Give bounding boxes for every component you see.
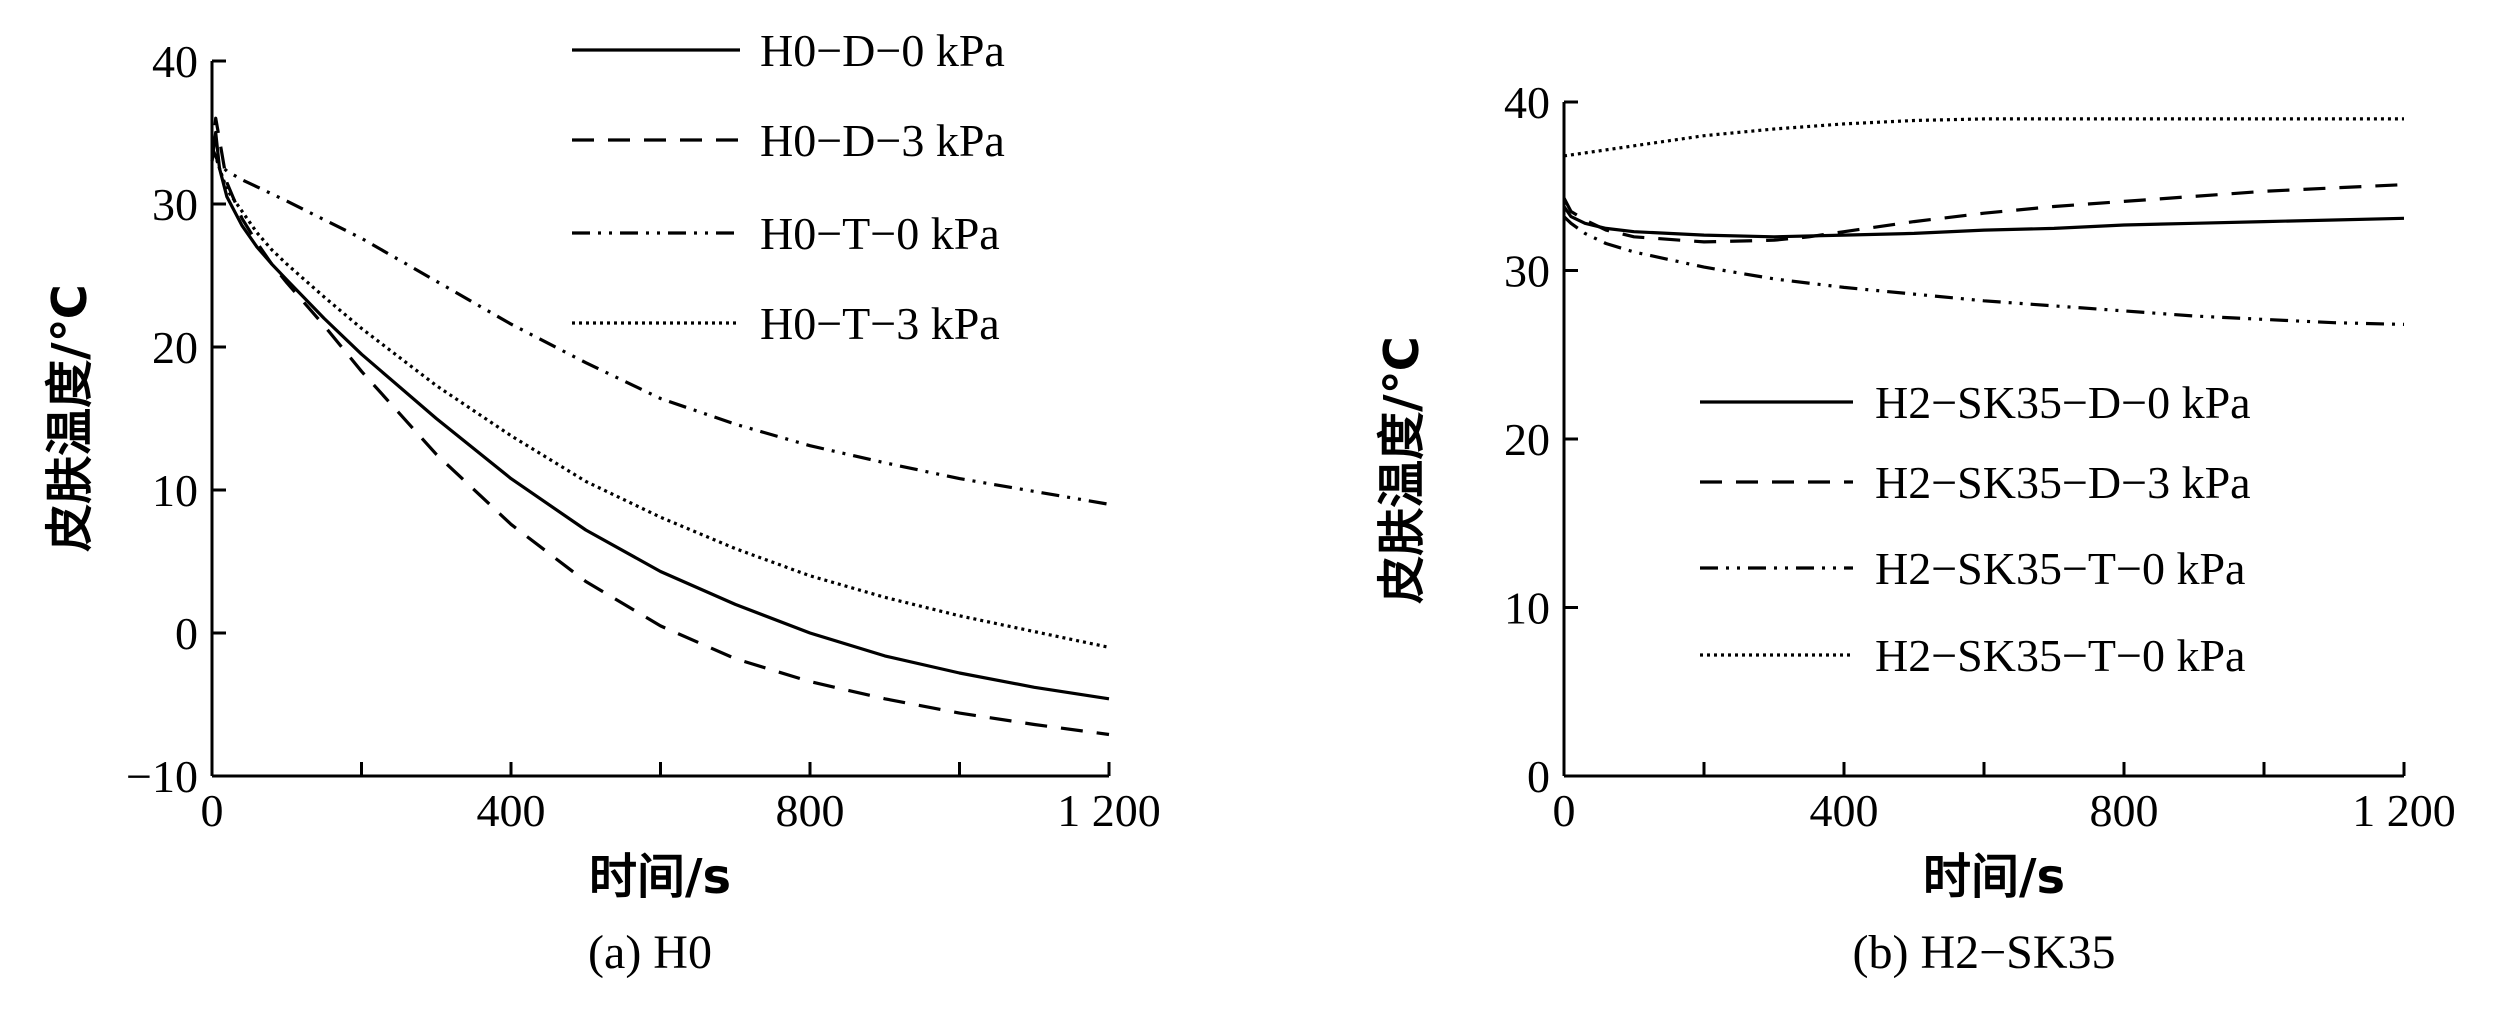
legend-b-label-2: H2−SK35−T−0 kPa xyxy=(1875,543,2245,594)
y-tick-label-b-4: 40 xyxy=(1504,77,1550,128)
y-tick-label-a-5: 40 xyxy=(152,36,198,87)
series-b-1 xyxy=(1562,183,2405,244)
series-a-1 xyxy=(210,116,1110,737)
x-tick-label-a-1: 400 xyxy=(477,785,546,836)
y-tick-label-b-2: 20 xyxy=(1504,414,1550,465)
y-tick-label-a-0: −10 xyxy=(126,751,198,802)
panel-b-chart: 0 400 800 1 200 0 10 20 30 40 H2−SK35−D−0 kPa H2… xyxy=(1374,77,2456,979)
legend-a-label-2: H0−T−0 kPa xyxy=(760,208,1000,259)
y-tick-label-b-3: 30 xyxy=(1504,246,1550,297)
panel-b-y-axis-title: 皮肤温度/℃ xyxy=(1374,336,1430,604)
panel-b-legend: H2−SK35−D−0 kPa H2−SK35−D−3 kPa H2−SK35−… xyxy=(1700,377,2251,681)
panel-a-caption: (a) H0 xyxy=(588,926,712,979)
x-tick-label-b-1: 400 xyxy=(1810,785,1879,836)
x-tick-label-a-0: 0 xyxy=(201,785,224,836)
legend-a-label-3: H0−T−3 kPa xyxy=(760,298,1000,349)
y-tick-label-b-0: 0 xyxy=(1527,751,1550,802)
legend-b-label-1: H2−SK35−D−3 kPa xyxy=(1875,457,2251,508)
panel-a-legend: H0−D−0 kPa H0−D−3 kPa H0−T−0 kPa H0−T−3 … xyxy=(572,25,1005,349)
series-b-2 xyxy=(1562,215,2405,326)
x-tick-label-a-2: 800 xyxy=(776,785,845,836)
legend-a-label-0: H0−D−0 kPa xyxy=(760,25,1005,76)
x-tick-label-b-0: 0 xyxy=(1553,785,1576,836)
panel-a-y-axis-title: 皮肤温度/℃ xyxy=(42,284,98,552)
y-tick-label-b-1: 10 xyxy=(1504,583,1550,634)
legend-b-label-0: H2−SK35−D−0 kPa xyxy=(1875,377,2251,428)
y-tick-label-a-3: 20 xyxy=(152,322,198,373)
y-tick-label-a-1: 0 xyxy=(175,608,198,659)
series-a-0 xyxy=(210,130,1110,701)
legend-b-label-3: H2−SK35−T−0 kPa xyxy=(1875,630,2245,681)
series-b-3 xyxy=(1563,117,2404,158)
y-tick-label-a-2: 10 xyxy=(152,465,198,516)
panel-b-x-axis-title: 时间/s xyxy=(1923,849,2065,905)
y-tick-label-a-4: 30 xyxy=(152,179,198,230)
panel-b-caption: (b) H2−SK35 xyxy=(1852,926,2115,979)
series-b-0 xyxy=(1562,205,2405,239)
x-tick-label-b-3: 1 200 xyxy=(2352,785,2456,836)
x-tick-label-b-2: 800 xyxy=(2090,785,2159,836)
x-tick-label-a-3: 1 200 xyxy=(1057,785,1161,836)
series-a-3 xyxy=(210,146,1110,649)
panel-a-x-axis-title: 时间/s xyxy=(589,849,731,905)
legend-a-label-1: H0−D−3 kPa xyxy=(760,115,1005,166)
